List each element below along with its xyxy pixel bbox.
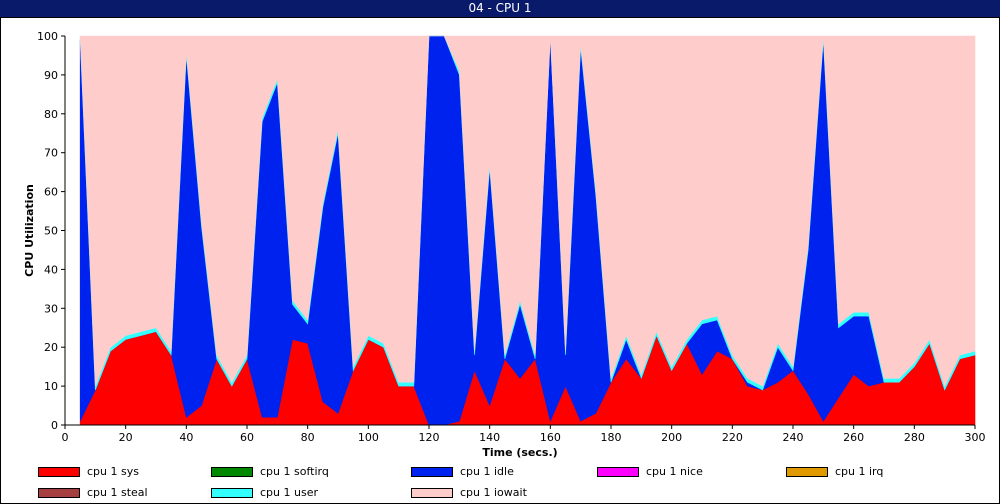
x-tick-label: 0 bbox=[62, 431, 69, 444]
y-tick-label: 90 bbox=[44, 69, 58, 82]
y-tick-label: 100 bbox=[37, 30, 58, 43]
legend-label: cpu 1 irq bbox=[835, 465, 884, 478]
legend-label: cpu 1 softirq bbox=[260, 465, 329, 478]
x-tick-label: 60 bbox=[240, 431, 254, 444]
x-tick-label: 200 bbox=[661, 431, 682, 444]
legend-swatch bbox=[786, 467, 828, 477]
x-tick-label: 240 bbox=[783, 431, 804, 444]
x-tick-label: 80 bbox=[301, 431, 315, 444]
legend-item: cpu 1 softirq bbox=[211, 464, 329, 480]
legend-item: cpu 1 irq bbox=[786, 464, 883, 480]
y-tick-label: 0 bbox=[51, 419, 58, 432]
legend-item: cpu 1 nice bbox=[597, 464, 703, 480]
series-area-cpu-1-iowait bbox=[79, 35, 976, 387]
x-tick-label: 220 bbox=[722, 431, 743, 444]
legend-item: cpu 1 user bbox=[211, 485, 318, 501]
window-title: 04 - CPU 1 bbox=[0, 0, 1000, 17]
y-tick-label: 70 bbox=[44, 147, 58, 160]
legend-label: cpu 1 user bbox=[260, 486, 318, 499]
legend-item: cpu 1 steal bbox=[38, 485, 148, 501]
legend-label: cpu 1 iowait bbox=[460, 486, 527, 499]
y-axis-title: CPU Utilization bbox=[23, 184, 36, 277]
legend-label: cpu 1 sys bbox=[87, 465, 139, 478]
x-tick-label: 260 bbox=[843, 431, 864, 444]
x-tick-label: 160 bbox=[540, 431, 561, 444]
legend-swatch bbox=[211, 488, 253, 498]
x-axis-title: Time (secs.) bbox=[482, 446, 557, 459]
y-tick-label: 30 bbox=[44, 302, 58, 315]
x-tick-label: 20 bbox=[119, 431, 133, 444]
x-tick-label: 40 bbox=[179, 431, 193, 444]
y-tick-label: 20 bbox=[44, 341, 58, 354]
legend-label: cpu 1 idle bbox=[460, 465, 514, 478]
legend-swatch bbox=[411, 488, 453, 498]
legend-swatch bbox=[411, 467, 453, 477]
x-tick-label: 140 bbox=[479, 431, 500, 444]
legend-swatch bbox=[597, 467, 639, 477]
legend-label: cpu 1 nice bbox=[646, 465, 703, 478]
legend-item: cpu 1 iowait bbox=[411, 485, 527, 501]
legend-item: cpu 1 sys bbox=[38, 464, 139, 480]
x-tick-label: 180 bbox=[601, 431, 622, 444]
x-tick-label: 120 bbox=[419, 431, 440, 444]
y-tick-label: 40 bbox=[44, 263, 58, 276]
x-tick-label: 100 bbox=[358, 431, 379, 444]
legend-item: cpu 1 idle bbox=[411, 464, 514, 480]
legend-label: cpu 1 steal bbox=[87, 486, 148, 499]
y-tick-label: 10 bbox=[44, 380, 58, 393]
y-tick-label: 50 bbox=[44, 225, 58, 238]
y-tick-label: 60 bbox=[44, 186, 58, 199]
legend-swatch bbox=[211, 467, 253, 477]
x-tick-label: 300 bbox=[965, 431, 986, 444]
legend-swatch bbox=[38, 467, 80, 477]
y-tick-label: 80 bbox=[44, 108, 58, 121]
chart-legend: cpu 1 sys cpu 1 softirq cpu 1 idle cpu 1 ni… bbox=[0, 462, 1000, 504]
x-tick-label: 280 bbox=[904, 431, 925, 444]
legend-swatch bbox=[38, 488, 80, 498]
